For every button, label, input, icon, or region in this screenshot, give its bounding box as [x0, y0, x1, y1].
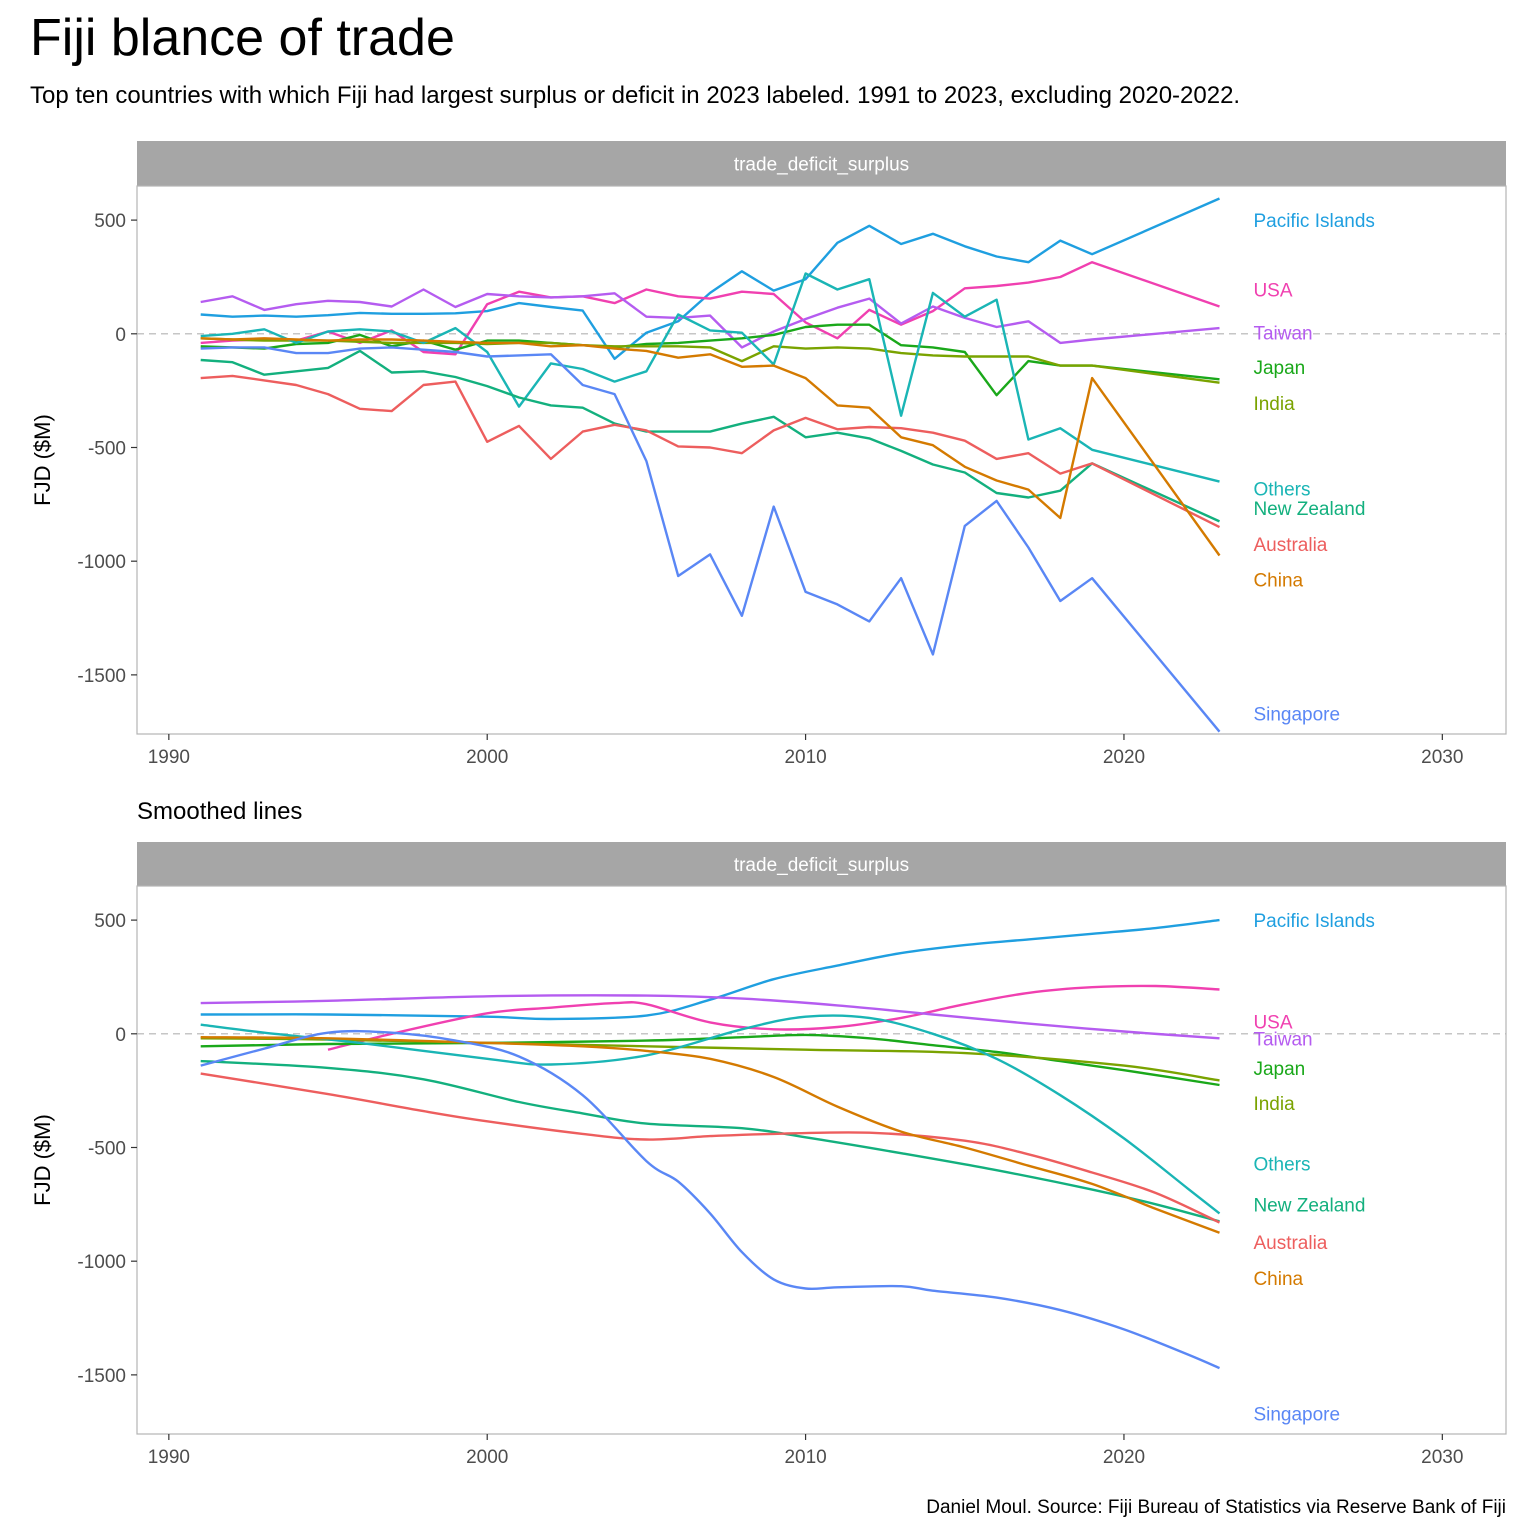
series-label-india: India: [1253, 394, 1295, 415]
series-label-india: India: [1253, 1094, 1295, 1115]
panel-title: Smoothed lines: [137, 798, 302, 825]
series-line-taiwan: [200, 994, 1220, 1040]
series-label-china: China: [1253, 570, 1303, 591]
series-line-others: [200, 1014, 1221, 1215]
series-line-singapore: [200, 1029, 1220, 1370]
y-tick-label: 500: [94, 211, 126, 232]
series-label-pacific-islands: Pacific Islands: [1253, 911, 1374, 932]
y-axis-title: FJD ($M): [30, 1114, 55, 1206]
series-line-australia: [200, 1072, 1221, 1224]
x-tick-label: 1990: [148, 747, 190, 768]
series-line-taiwan: [200, 288, 1220, 349]
x-tick-label: 2020: [1103, 1447, 1145, 1468]
series-label-new-zealand: New Zealand: [1253, 499, 1365, 520]
facet-strip-label: trade_deficit_surplus: [734, 155, 909, 176]
y-tick-label: -1000: [77, 552, 126, 573]
series-line-india: [200, 337, 1220, 384]
series-label-singapore: Singapore: [1253, 705, 1340, 726]
facet-strip: [137, 842, 1506, 886]
y-tick-label: -1000: [77, 1252, 126, 1273]
series-line-australia: [200, 374, 1221, 529]
series-line-china: [200, 1036, 1220, 1234]
y-tick-label: 0: [115, 325, 126, 346]
panel-border: [136, 185, 1507, 735]
series-line-singapore: [200, 346, 1221, 733]
x-tick-label: 2030: [1421, 1447, 1463, 1468]
series-line-new-zealand: [200, 349, 1220, 523]
series-line-usa: [327, 984, 1220, 1051]
y-tick-label: -500: [88, 438, 126, 459]
series-label-japan: Japan: [1253, 1059, 1305, 1080]
chart-subtitle: Top ten countries with which Fiji had la…: [30, 82, 1241, 109]
y-tick-label: 500: [94, 911, 126, 932]
series-line-japan: [200, 1033, 1220, 1087]
series-label-australia: Australia: [1253, 1233, 1327, 1254]
series-label-others: Others: [1253, 1154, 1310, 1175]
y-axis-title: FJD ($M): [30, 414, 55, 506]
chart-caption: Daniel Moul. Source: Fiji Bureau of Stat…: [926, 1497, 1506, 1518]
x-tick-label: 1990: [148, 1447, 190, 1468]
series-label-taiwan: Taiwan: [1253, 324, 1312, 345]
y-tick-label: -1500: [77, 666, 126, 687]
facet-strip: [137, 141, 1506, 186]
series-line-others: [200, 272, 1220, 483]
x-tick-label: 2000: [466, 747, 508, 768]
x-tick-label: 2020: [1103, 747, 1145, 768]
series-label-japan: Japan: [1253, 358, 1305, 379]
series-label-australia: Australia: [1253, 535, 1327, 556]
panel-1: trade_deficit_surplus 500 0 -500 -1000 -1500 1…: [30, 141, 1507, 768]
series-label-usa: USA: [1253, 280, 1292, 301]
series-label-singapore: Singapore: [1253, 1405, 1340, 1426]
series-label-taiwan: Taiwan: [1253, 1029, 1312, 1050]
y-tick-label: 0: [115, 1025, 126, 1046]
series-label-usa: USA: [1253, 1012, 1292, 1033]
y-tick-label: -1500: [77, 1366, 126, 1387]
x-tick-label: 2030: [1421, 747, 1463, 768]
x-tick-label: 2010: [784, 1447, 826, 1468]
series-label-others: Others: [1253, 479, 1310, 500]
facet-strip-label: trade_deficit_surplus: [734, 855, 909, 876]
chart-title: Fiji blance of trade: [30, 9, 455, 67]
x-tick-label: 2010: [784, 747, 826, 768]
series-label-new-zealand: New Zealand: [1253, 1195, 1365, 1216]
series-line-new-zealand: [200, 1059, 1220, 1223]
x-tick-label: 2000: [466, 1447, 508, 1468]
panel-border: [136, 885, 1507, 1435]
series-line-japan: [200, 323, 1220, 397]
series-label-china: China: [1253, 1269, 1303, 1290]
panel-2: Smoothed lines trade_deficit_surplus 500 0 -…: [30, 798, 1507, 1468]
series-line-pacific-islands: [200, 197, 1220, 360]
series-line-china: [200, 337, 1221, 557]
series-line-pacific-islands: [200, 918, 1220, 1021]
series-label-pacific-islands: Pacific Islands: [1253, 211, 1374, 232]
y-tick-label: -500: [88, 1138, 126, 1159]
